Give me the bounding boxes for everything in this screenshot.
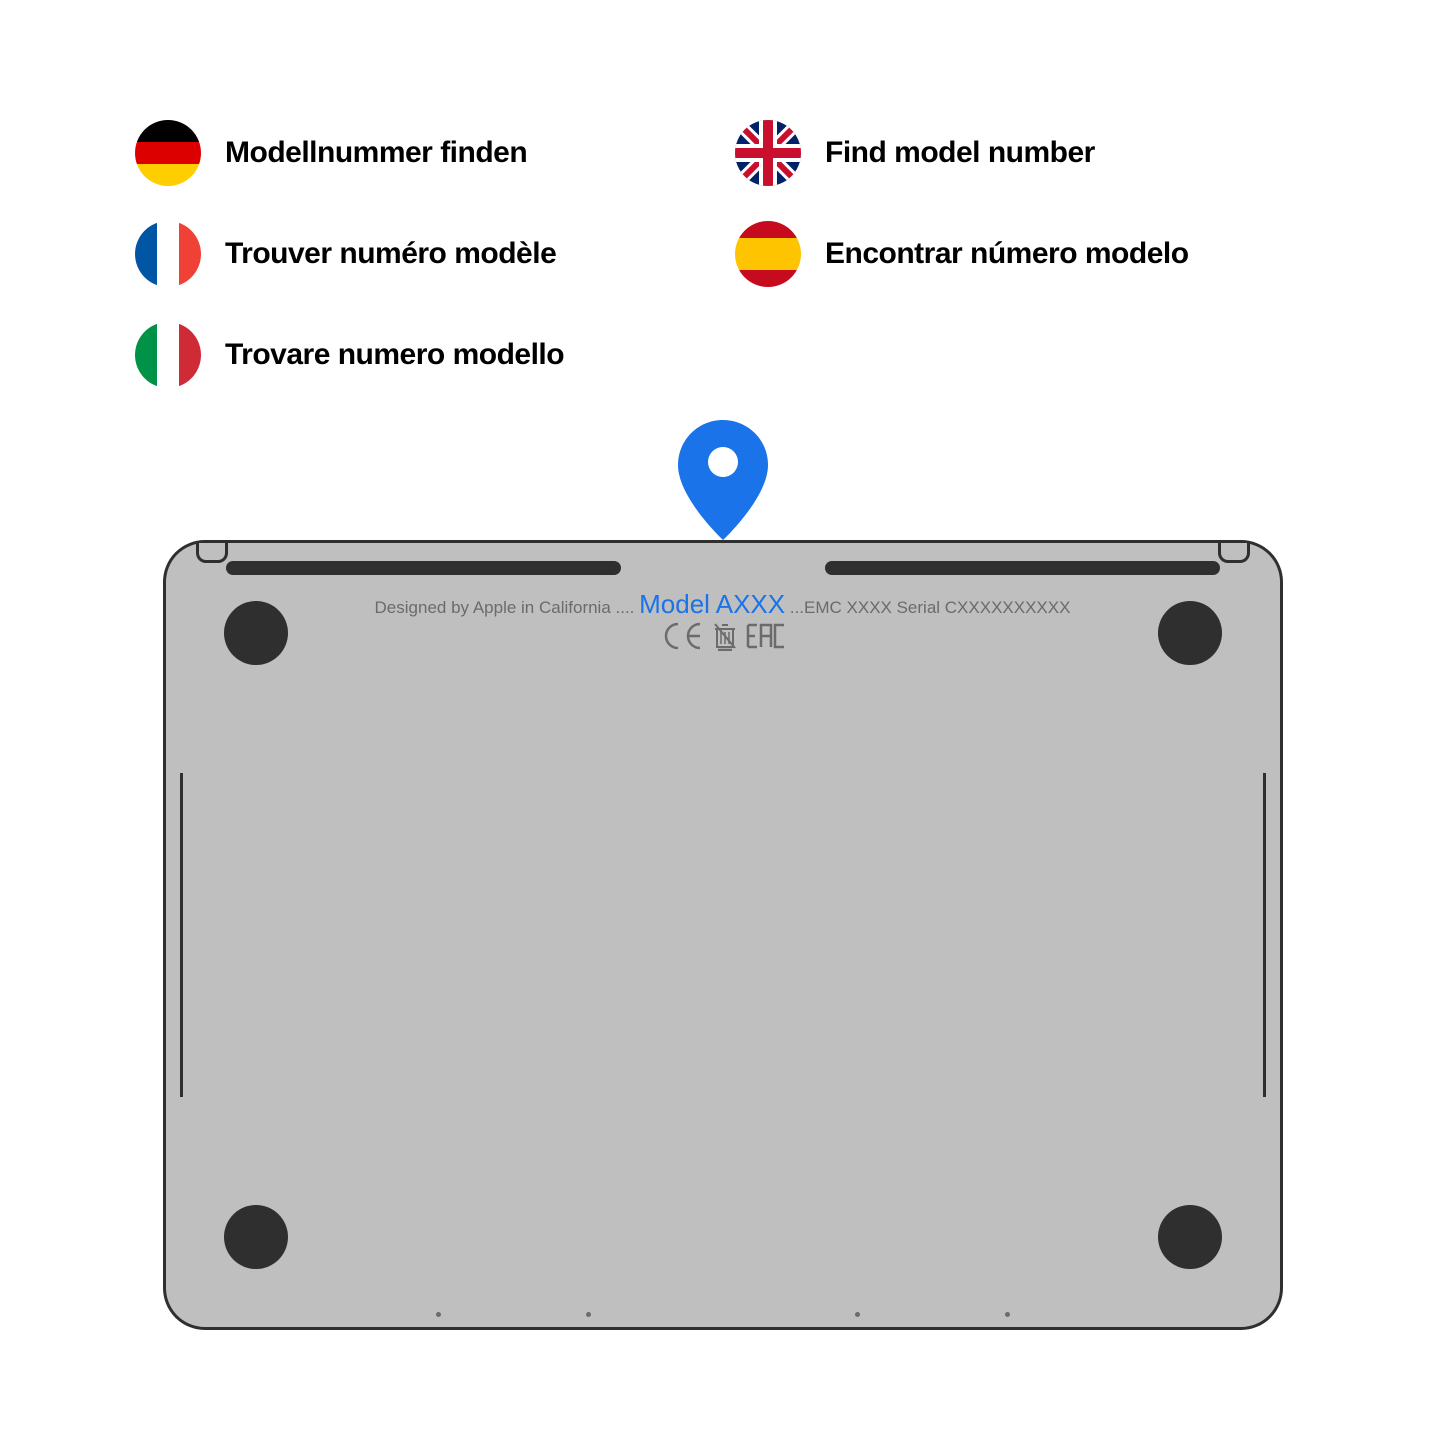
- vent-notch-left: [196, 543, 228, 563]
- lang-item-es: Encontrar número modelo: [735, 221, 1335, 287]
- lang-label-es: Encontrar número modelo: [825, 237, 1189, 271]
- lang-label-fr: Trouver numéro modèle: [225, 237, 556, 271]
- location-pin-icon: [678, 420, 768, 540]
- side-line-right: [1263, 773, 1266, 1097]
- vent-top-left: [226, 561, 621, 575]
- screw-hole: [586, 1312, 591, 1317]
- laptop-label-text: Designed by Apple in California .... Mod…: [166, 589, 1280, 620]
- lang-label-de: Modellnummer finden: [225, 136, 527, 170]
- eac-mark-icon: [746, 621, 786, 651]
- flag-gb-icon: [735, 120, 801, 186]
- label-highlight: Model AXXX: [639, 589, 785, 619]
- lang-item-it: Trovare numero modello: [135, 322, 735, 388]
- ce-mark-icon: [660, 621, 704, 651]
- screw-hole: [1005, 1312, 1010, 1317]
- weee-bin-icon: [712, 621, 738, 651]
- foot-bottom-right: [1158, 1205, 1222, 1269]
- certification-icons: [166, 621, 1280, 651]
- lang-item-gb: Find model number: [735, 120, 1335, 186]
- screw-hole: [855, 1312, 860, 1317]
- lang-item-fr: Trouver numéro modèle: [135, 221, 735, 287]
- lang-item-de: Modellnummer finden: [135, 120, 735, 186]
- flag-es-icon: [735, 221, 801, 287]
- flag-de-icon: [135, 120, 201, 186]
- label-prefix: Designed by Apple in California ....: [375, 598, 640, 617]
- laptop-diagram: Designed by Apple in California .... Mod…: [163, 540, 1283, 1330]
- vent-top-right: [825, 561, 1220, 575]
- flag-fr-icon: [135, 221, 201, 287]
- laptop-body: Designed by Apple in California .... Mod…: [163, 540, 1283, 1330]
- lang-label-it: Trovare numero modello: [225, 338, 564, 372]
- flag-it-icon: [135, 322, 201, 388]
- vent-notch-right: [1218, 543, 1250, 563]
- screw-hole: [436, 1312, 441, 1317]
- label-suffix: ...EMC XXXX Serial CXXXXXXXXXX: [785, 598, 1070, 617]
- side-line-left: [180, 773, 183, 1097]
- foot-bottom-left: [224, 1205, 288, 1269]
- language-grid: Modellnummer finden Find model number Tr…: [135, 120, 1335, 388]
- lang-label-gb: Find model number: [825, 136, 1095, 170]
